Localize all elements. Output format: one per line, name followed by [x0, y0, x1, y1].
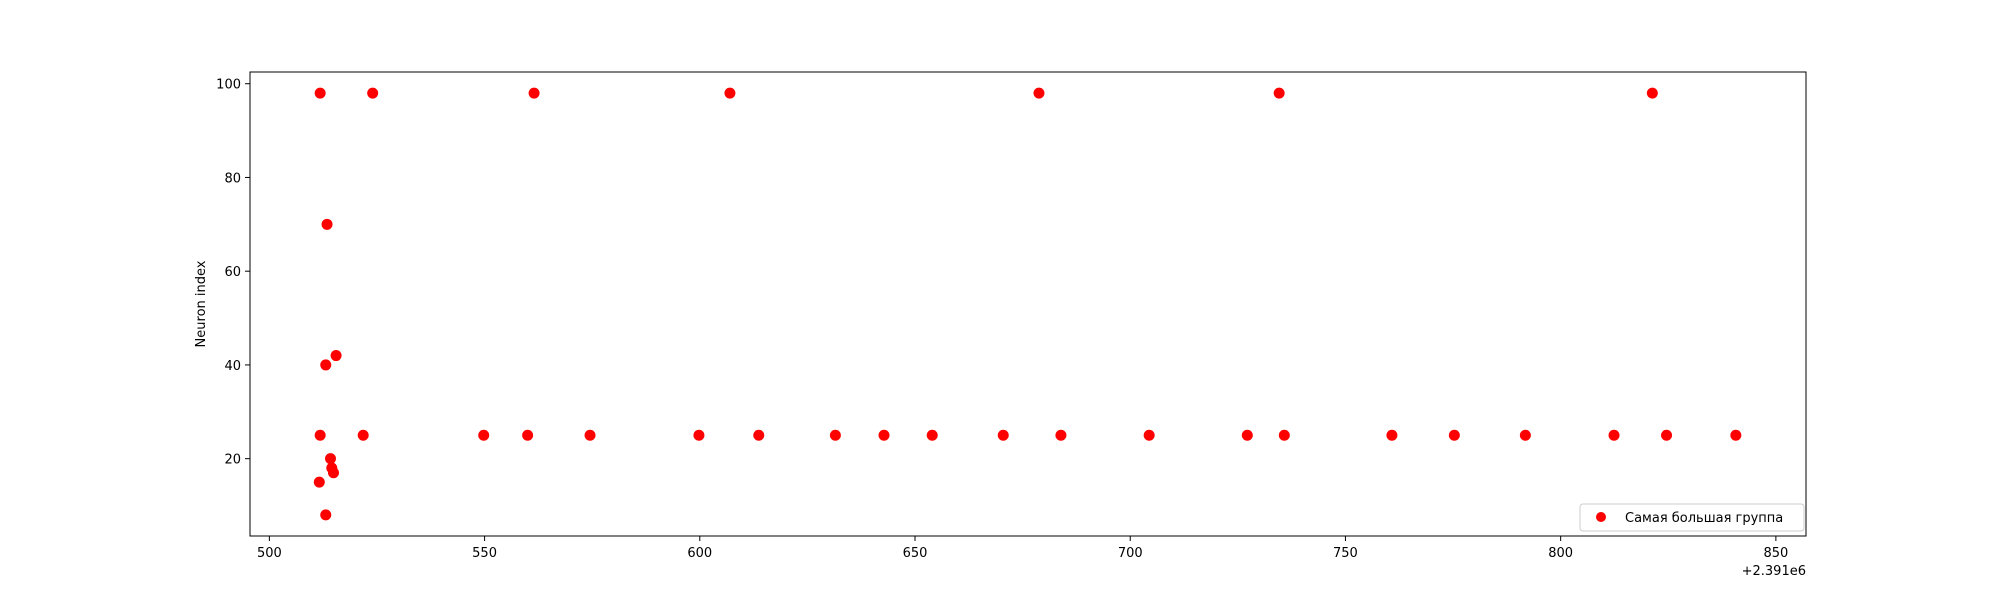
y-tick-label: 20: [224, 453, 241, 468]
legend-marker: [1596, 512, 1606, 522]
data-point: [478, 429, 490, 441]
data-point: [321, 218, 333, 230]
data-point: [357, 429, 369, 441]
x-tick-label: 500: [257, 546, 282, 561]
data-point: [324, 453, 336, 465]
data-point: [997, 429, 1009, 441]
x-tick-label: 850: [1763, 546, 1788, 561]
data-point: [926, 429, 938, 441]
x-tick-label: 750: [1333, 546, 1358, 561]
data-point: [1448, 429, 1460, 441]
data-point: [1055, 429, 1067, 441]
y-tick-label: 80: [224, 171, 241, 186]
data-point: [1033, 87, 1045, 99]
data-point: [314, 429, 326, 441]
data-point: [1278, 429, 1290, 441]
data-point: [1241, 429, 1253, 441]
data-point: [1608, 429, 1620, 441]
data-point: [693, 429, 705, 441]
data-point: [1661, 429, 1673, 441]
data-point: [829, 429, 841, 441]
data-point: [753, 429, 765, 441]
data-point: [330, 350, 342, 362]
data-point: [313, 476, 325, 488]
x-tick-label: 550: [472, 546, 497, 561]
data-point: [584, 429, 596, 441]
y-tick-label: 100: [216, 78, 241, 93]
data-point: [1386, 429, 1398, 441]
data-point: [1273, 87, 1285, 99]
plot-area: [249, 71, 1807, 537]
data-point: [522, 429, 534, 441]
x-axis-offset-label: +2.391e6: [1742, 564, 1806, 579]
data-point: [314, 87, 326, 99]
legend-box: [1579, 503, 1805, 532]
data-point: [328, 467, 340, 479]
data-point: [1143, 429, 1155, 441]
y-axis: 20 40 60 80 100: [216, 78, 250, 468]
legend-label: Самая большая группа: [1625, 511, 1783, 526]
data-point: [1646, 87, 1658, 99]
y-tick-label: 60: [224, 265, 241, 280]
data-point: [320, 509, 332, 521]
x-tick-label: 650: [903, 546, 928, 561]
data-point: [878, 429, 890, 441]
data-point: [1519, 429, 1531, 441]
data-point: [1730, 429, 1742, 441]
legend: Самая большая группа: [1579, 503, 1805, 532]
x-tick-label: 700: [1118, 546, 1143, 561]
y-tick-label: 40: [224, 359, 241, 374]
x-axis: 500 550 600 650 700 750 800 850: [257, 536, 1788, 561]
data-points: [313, 87, 1742, 521]
data-point: [320, 359, 332, 371]
x-tick-label: 800: [1548, 546, 1573, 561]
data-point: [724, 87, 736, 99]
data-point: [528, 87, 540, 99]
x-tick-label: 600: [687, 546, 712, 561]
y-axis-label: Neuron index: [194, 260, 209, 347]
data-point: [367, 87, 379, 99]
